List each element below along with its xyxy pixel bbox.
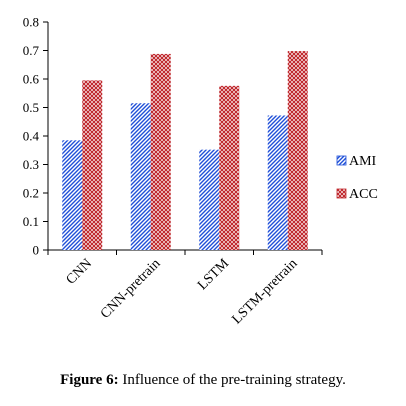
legend-swatch-ami	[336, 155, 347, 166]
y-tick-label: 0.4	[23, 129, 40, 144]
legend-label-acc: ACC	[349, 187, 378, 202]
bar-acc-lstm	[219, 85, 240, 250]
figure-caption: Figure 6: Influence of the pre-training …	[0, 372, 406, 389]
bar-ami-lstm-pretrain	[267, 115, 288, 250]
bar-acc-cnn-pretrain	[150, 53, 171, 250]
caption-text: Influence of the pre-training strategy.	[118, 372, 346, 388]
legend: AMI ACC	[336, 154, 378, 202]
x-tick-label: LSTM	[195, 256, 232, 293]
x-tick-label: CNN-pretrain	[98, 256, 164, 322]
bars	[62, 51, 308, 250]
x-tick-label: LSTM-pretrain	[229, 256, 300, 327]
y-tick-label: 0.8	[23, 15, 39, 30]
bar-acc-lstm-pretrain	[287, 51, 308, 250]
y-tick-label: 0.3	[23, 157, 39, 172]
caption-label: Figure 6:	[60, 372, 119, 388]
x-tick-label: CNN	[64, 256, 96, 288]
y-tick-label: 0.1	[23, 214, 39, 229]
bar-acc-cnn	[82, 80, 103, 250]
legend-label-ami: AMI	[349, 154, 377, 169]
bar-ami-cnn	[62, 140, 83, 250]
chart-area: 0 0.1 0.2 0.3 0.4 0.5 0.6 0.7 0.8 CNN CNN-pretrain…	[23, 15, 378, 328]
y-tick-label: 0.6	[23, 72, 40, 87]
y-tick-label: 0	[33, 243, 40, 258]
y-tick-label: 0.7	[23, 43, 40, 58]
bar-ami-lstm	[199, 149, 220, 250]
y-tick-label: 0.2	[23, 186, 39, 201]
bar-chart: 0 0.1 0.2 0.3 0.4 0.5 0.6 0.7 0.8 CNN CNN-pretrain…	[23, 15, 378, 328]
bar-ami-cnn-pretrain	[130, 103, 151, 250]
legend-swatch-acc	[336, 188, 347, 199]
y-tick-label: 0.5	[23, 100, 39, 115]
